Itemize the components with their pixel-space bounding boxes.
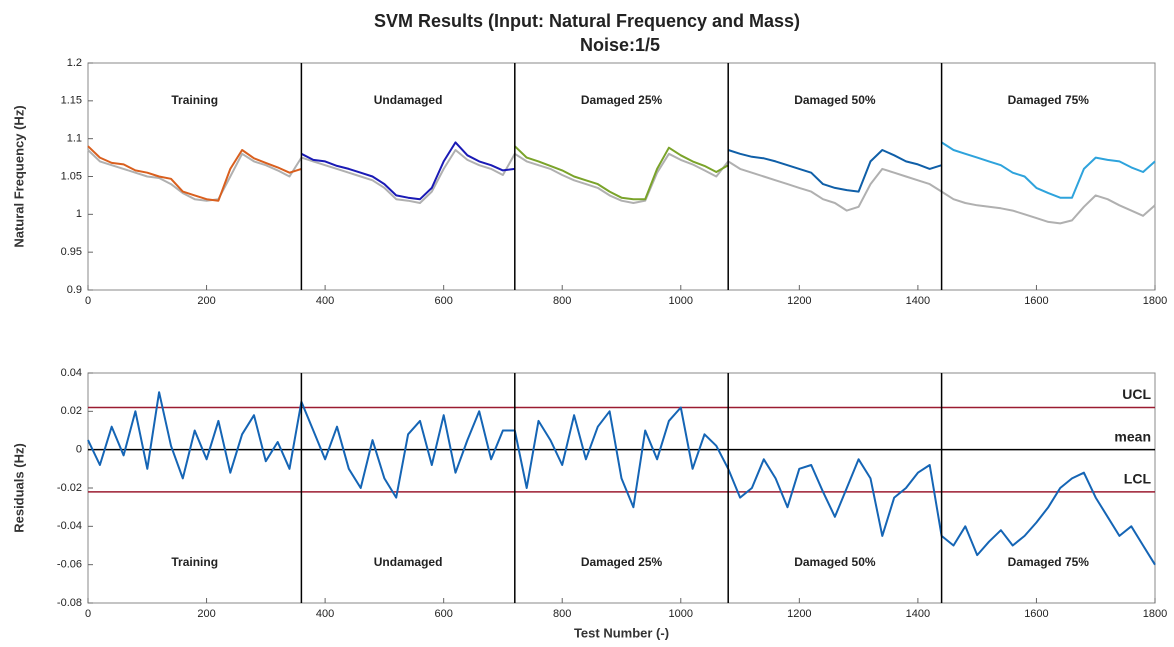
y-tick-label: -0.06 (57, 559, 82, 571)
y-axis-label: Residuals (Hz) (11, 443, 26, 533)
x-tick-label: 400 (316, 295, 334, 307)
plot-area (87, 372, 1156, 604)
control-label: mean (1114, 428, 1151, 444)
y-tick-label: -0.08 (57, 597, 82, 609)
region-label: Training (171, 93, 218, 107)
data-line (87, 391, 1156, 566)
data-line (727, 149, 942, 193)
data-line (941, 141, 1156, 199)
region-label: Damaged 25% (581, 555, 663, 569)
y-tick-label: 1.05 (61, 170, 82, 182)
region-label: Training (171, 555, 218, 569)
x-tick-label: 1600 (1024, 608, 1048, 620)
x-tick-label: 400 (316, 608, 334, 620)
x-tick-label: 1000 (669, 608, 693, 620)
x-tick-label: 0 (85, 295, 91, 307)
region-label: Damaged 75% (1008, 555, 1090, 569)
x-tick-label: 0 (85, 608, 91, 620)
x-tick-label: 600 (434, 295, 452, 307)
x-tick-label: 1200 (787, 608, 811, 620)
y-tick-label: 0.04 (61, 367, 82, 379)
data-line (87, 149, 1156, 225)
control-label: UCL (1122, 386, 1151, 402)
y-tick-label: 0 (76, 444, 82, 456)
x-tick-label: 1800 (1143, 295, 1167, 307)
data-line (87, 145, 302, 202)
y-axis-label: Natural Frequency (Hz) (11, 105, 26, 247)
chart-title: SVM Results (Input: Natural Frequency an… (374, 11, 800, 31)
region-label: Damaged 25% (581, 93, 663, 107)
region-label: Undamaged (374, 555, 443, 569)
y-tick-label: 1.2 (67, 57, 82, 69)
x-tick-label: 1000 (669, 295, 693, 307)
x-tick-label: 1400 (906, 295, 930, 307)
y-tick-label: -0.02 (57, 482, 82, 494)
x-tick-label: 1800 (1143, 608, 1167, 620)
data-line (300, 141, 515, 201)
chart-subtitle: Noise:1/5 (580, 35, 660, 55)
x-axis-label: Test Number (-) (574, 625, 669, 640)
x-tick-label: 200 (197, 608, 215, 620)
y-tick-label: -0.04 (57, 520, 82, 532)
x-tick-label: 600 (434, 608, 452, 620)
y-tick-label: 1 (76, 208, 82, 220)
x-tick-label: 200 (197, 295, 215, 307)
x-tick-label: 1200 (787, 295, 811, 307)
y-tick-label: 1.1 (67, 133, 82, 145)
plot-area (87, 62, 1156, 291)
region-label: Damaged 50% (794, 555, 876, 569)
region-label: Damaged 50% (794, 93, 876, 107)
region-label: Undamaged (374, 93, 443, 107)
y-tick-label: 0.02 (61, 405, 82, 417)
y-tick-label: 1.15 (61, 95, 82, 107)
x-tick-label: 1400 (906, 608, 930, 620)
x-tick-label: 800 (553, 295, 571, 307)
y-tick-label: 0.9 (67, 284, 82, 296)
control-label: LCL (1124, 471, 1152, 487)
data-line (514, 145, 729, 201)
y-tick-label: 0.95 (61, 246, 82, 258)
region-label: Damaged 75% (1008, 93, 1090, 107)
x-tick-label: 800 (553, 608, 571, 620)
x-tick-label: 1600 (1024, 295, 1048, 307)
